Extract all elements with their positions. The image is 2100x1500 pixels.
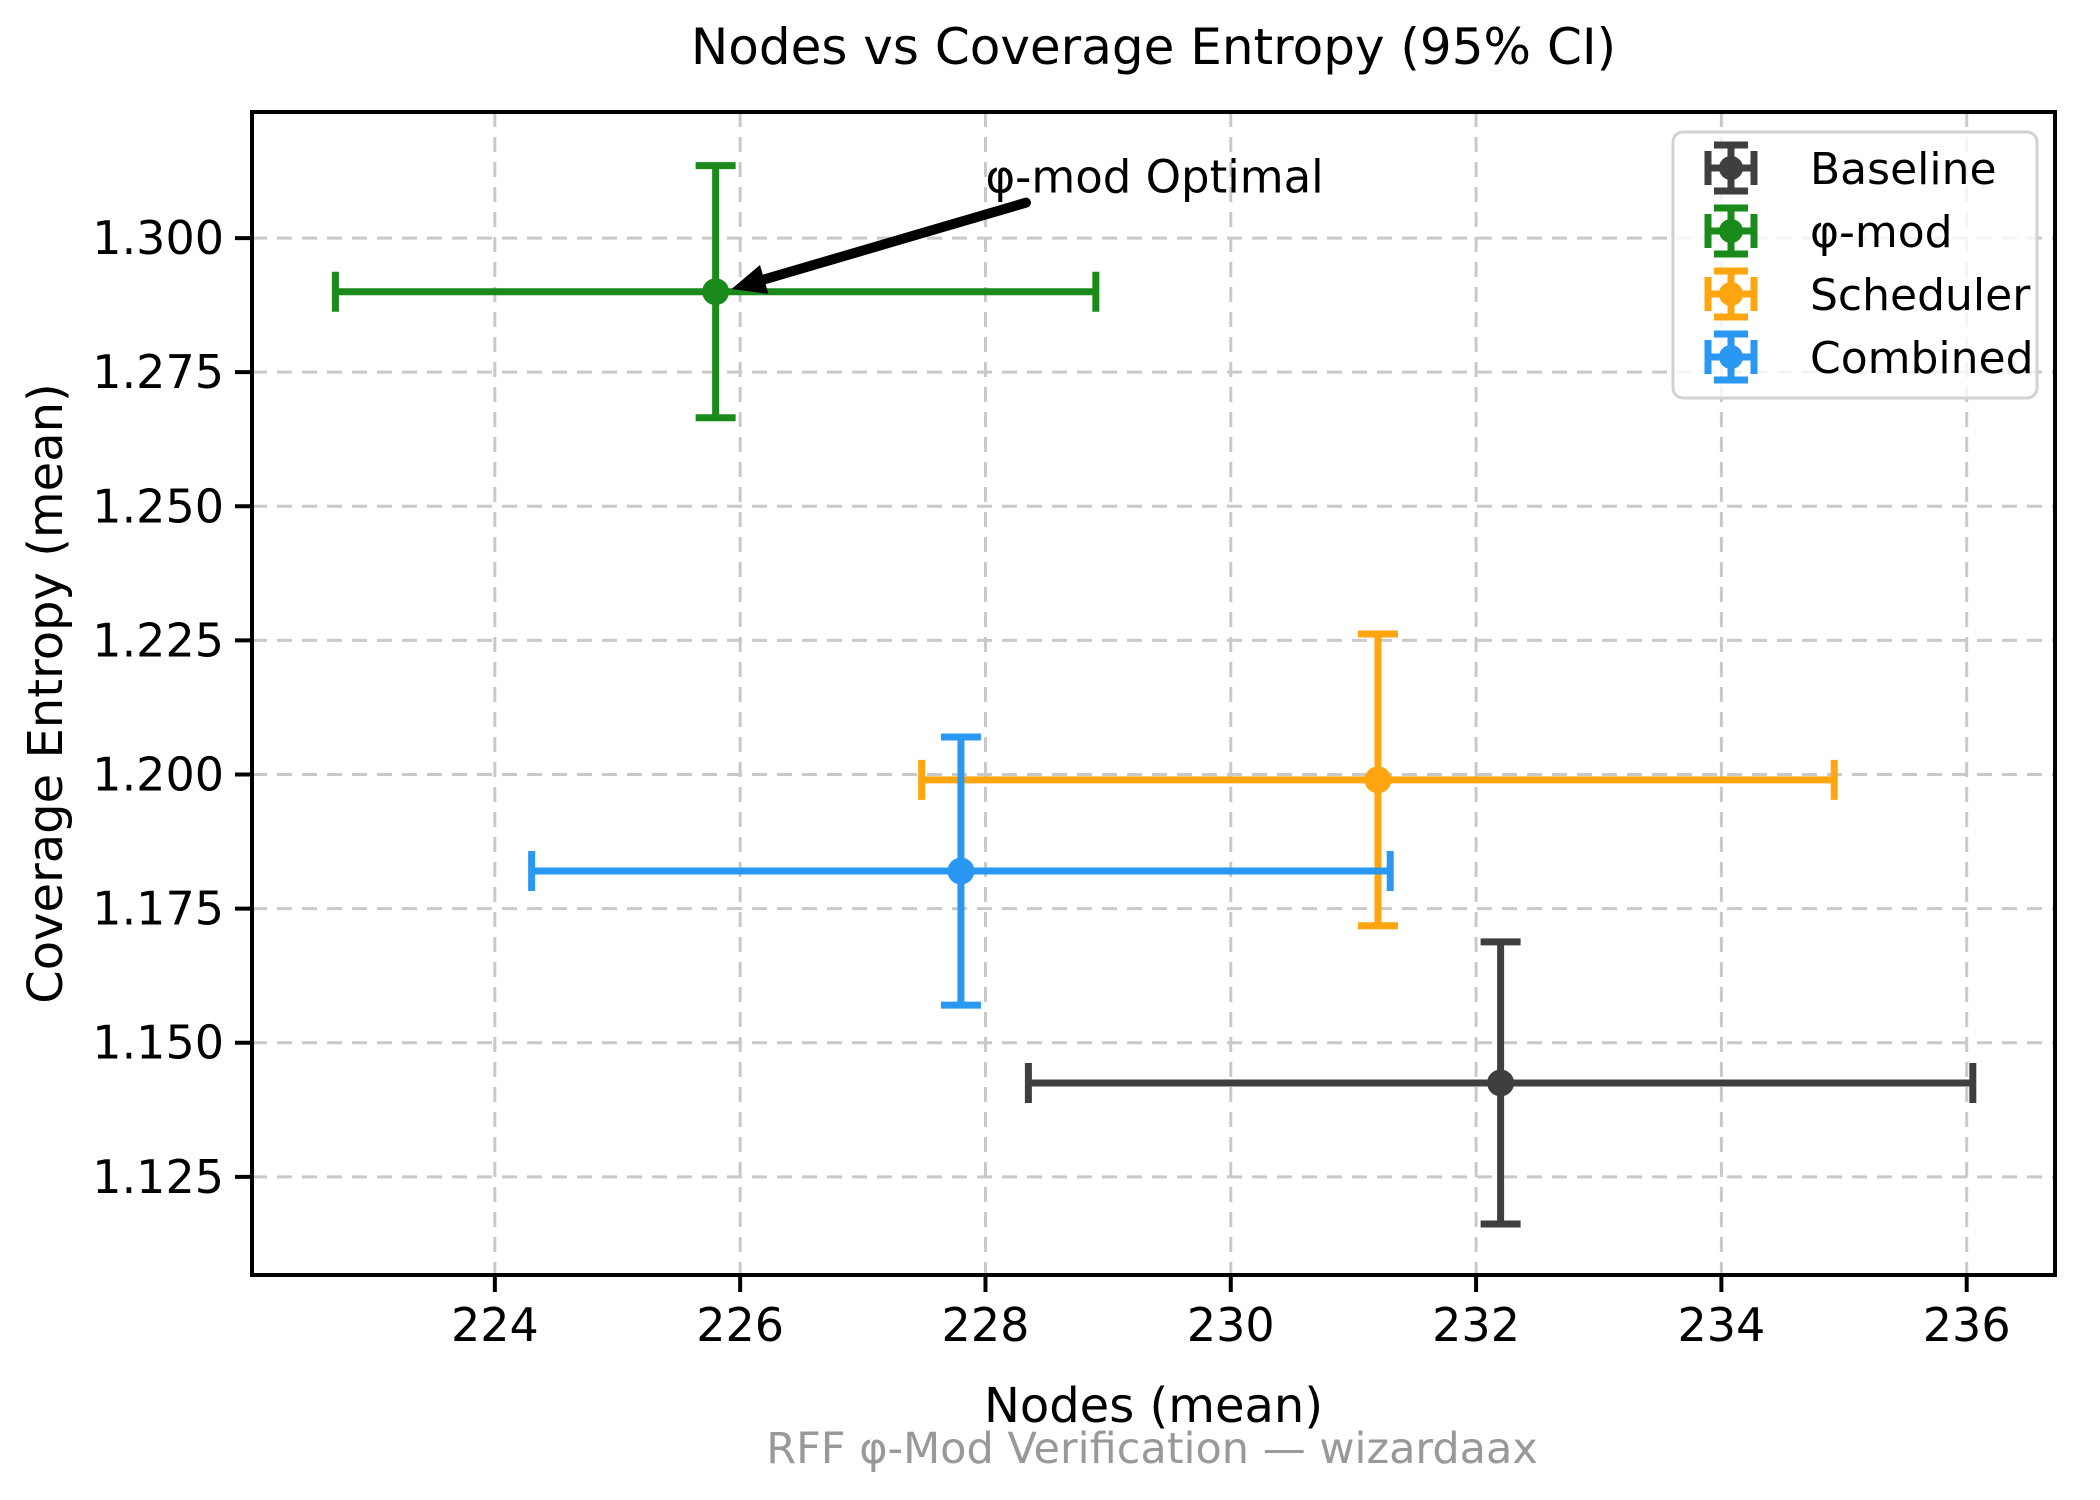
legend-marker-dot [1719,219,1743,243]
legend-item-label: Scheduler [1810,270,2031,321]
series-Combined [528,733,1394,1009]
footer-caption: RFF φ-Mod Verification — wizardaax [766,1424,1538,1474]
legend-marker-dot [1719,282,1743,306]
y-tick-label: 1.225 [92,613,224,667]
y-tick-label: 1.175 [92,882,224,936]
y-tick-label: 1.200 [92,748,224,802]
y-axis-label: Coverage Entropy (mean) [18,383,74,1004]
legend: Baseline φ-mod Scheduler Combined [1671,130,2039,400]
x-axis-label: Nodes (mean) [984,1378,1323,1434]
series-Baseline [1024,938,1977,1228]
legend-item: Scheduler [1704,267,2031,321]
legend-marker-icon [1704,204,1758,258]
legend-item-label: φ-mod [1810,207,1953,258]
series-Scheduler [918,630,1838,930]
x-tick-label: 232 [1432,1298,1520,1352]
legend-marker-icon [1704,267,1758,321]
annotation-arrow [731,197,1031,294]
legend-box [1671,130,2039,400]
data-point-marker [1487,1069,1515,1097]
data-point-marker [947,857,975,885]
legend-item: Baseline [1704,141,1997,195]
legend-marker-icon [1704,330,1758,384]
legend-item-label: Combined [1810,333,2034,384]
y-tick-label: 1.150 [92,1016,224,1070]
x-tick-label: 228 [942,1298,1030,1352]
x-tick-label: 226 [696,1298,784,1352]
x-tick-label: 224 [451,1298,539,1352]
plot-frame [250,110,2057,1277]
annotation-label: φ-mod Optimal [985,150,1323,203]
y-tick-label: 1.275 [92,345,224,399]
x-tick-label: 236 [1923,1298,2011,1352]
legend-marker-dot [1719,156,1743,180]
annotation-arrow-head [731,265,769,294]
legend-item: φ-mod [1704,204,1953,258]
chart-title: Nodes vs Coverage Entropy (95% CI) [691,18,1616,76]
legend-marker-icon [1704,141,1758,195]
series-φ-mod [331,162,1100,422]
data-point-marker [1364,766,1392,794]
y-tick-label: 1.125 [92,1150,224,1204]
x-tick-label: 234 [1677,1298,1765,1352]
legend-item: Combined [1704,330,2034,384]
annotation-arrow-line [753,197,1031,287]
y-tick-label: 1.250 [92,479,224,533]
legend-marker-dot [1719,345,1743,369]
legend-item-label: Baseline [1810,144,1997,195]
x-tick-label: 230 [1187,1298,1275,1352]
y-tick-label: 1.300 [92,211,224,265]
data-point-marker [702,278,730,306]
